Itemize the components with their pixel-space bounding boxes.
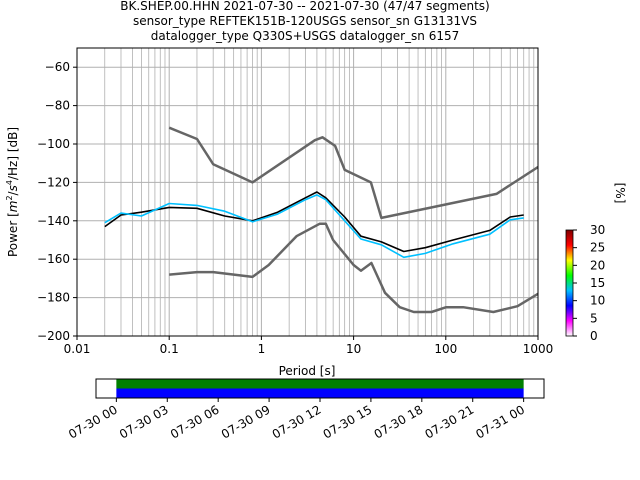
colorbar-ticks: 0 5 10 15 20 25 30	[573, 223, 605, 343]
coverage-bars	[116, 379, 524, 398]
colorbar-tick-label: 5	[590, 311, 598, 325]
timeline-tick-label: 07-30 21	[423, 402, 477, 441]
colorbar-tick-label: 0	[590, 329, 598, 343]
colorbar-tick-label: 15	[590, 276, 605, 290]
median-line	[104, 191, 524, 253]
y-axis-ticks: −200 −180 −160 −140 −120 −100 −80 −60	[37, 60, 77, 343]
colorbar-gradient	[565, 229, 574, 337]
x-tick-label: 0.1	[160, 342, 179, 356]
y-tick-label: −120	[37, 175, 70, 189]
timeline-tick-label: 07-30 09	[219, 402, 273, 441]
timeline-tick-label: 07-30 00	[66, 402, 120, 441]
colorbar-tick-label: 25	[590, 241, 605, 255]
plot-frame	[76, 47, 539, 337]
y-tick-label: −80	[45, 99, 70, 113]
mode-line	[104, 194, 524, 259]
title-line-1: BK.SHEP.00.HHN 2021-07-30 -- 2021-07-30 …	[120, 0, 489, 13]
x-tick-label: 1000	[523, 342, 554, 356]
x-axis-ticks: 0.01 0.1 1 10 100 1000	[64, 336, 554, 356]
colorbar: 0 5 10 15 20 25 30 [%]	[565, 183, 627, 343]
noise-model-low-line	[169, 222, 538, 314]
timeline-tick-label: 07-30 06	[168, 402, 222, 441]
colorbar-label: [%]	[613, 183, 627, 204]
x-axis-label: Period [s]	[279, 364, 336, 378]
y-tick-label: −180	[37, 291, 70, 305]
timeline-tick-label: 07-31 00	[473, 402, 527, 441]
chart-title: BK.SHEP.00.HHN 2021-07-30 -- 2021-07-30 …	[120, 0, 489, 43]
timeline-tick-label: 07-30 03	[117, 402, 171, 441]
title-line-3: datalogger_type Q330S+USGS datalogger_sn…	[151, 29, 460, 43]
x-tick-label: 1	[258, 342, 266, 356]
y-tick-label: −200	[37, 329, 70, 343]
timeline-tick-label: 07-30 15	[321, 402, 375, 441]
y-axis-label: Power [m2/s4/Hz] [dB]	[5, 127, 20, 257]
timeline-tick-label: 07-30 12	[270, 402, 324, 441]
y-tick-label: −60	[45, 60, 70, 74]
coverage-bar-blue	[116, 388, 524, 398]
x-tick-label: 10	[346, 342, 361, 356]
y-tick-label: −140	[37, 214, 70, 228]
title-line-2: sensor_type REFTEK151B-120USGS sensor_sn…	[133, 14, 477, 28]
x-tick-label: 0.01	[64, 342, 91, 356]
colorbar-tick-label: 20	[590, 258, 605, 272]
timeline-tick-label: 07-30 18	[372, 402, 426, 441]
colorbar-tick-label: 30	[590, 223, 605, 237]
y-tick-label: −160	[37, 252, 70, 266]
colorbar-tick-label: 10	[590, 294, 605, 308]
psd-plot: 0.01 0.1 1 10 100 1000 −200 −180 −160 −140 −120 −1…	[5, 47, 554, 378]
noise-model-high-line	[168, 126, 538, 220]
y-tick-label: −100	[37, 137, 70, 151]
x-tick-label: 100	[434, 342, 457, 356]
coverage-bar-green	[116, 379, 524, 389]
grid	[76, 48, 538, 337]
series-lines	[104, 126, 538, 314]
